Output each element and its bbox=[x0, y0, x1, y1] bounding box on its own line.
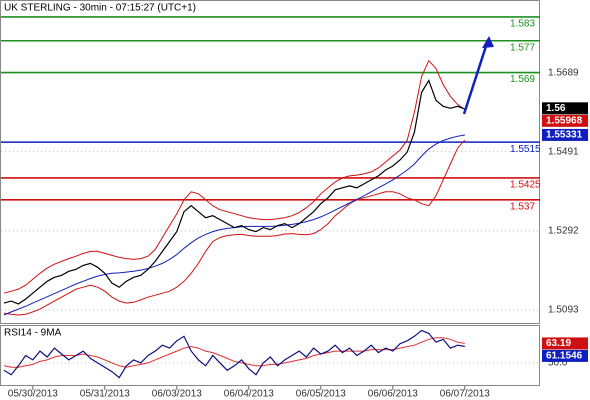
y-tick-label: 1.5491 bbox=[548, 146, 579, 157]
series-line bbox=[3, 59, 466, 294]
series-line bbox=[3, 329, 465, 379]
x-tick-label: 06/06/2013 bbox=[368, 389, 418, 400]
level-label: 1.537 bbox=[510, 201, 535, 212]
price-tag bbox=[542, 349, 588, 362]
price-tag bbox=[542, 102, 588, 115]
rsi-panel bbox=[0, 325, 540, 386]
y-tick-label: 1.5093 bbox=[548, 305, 579, 316]
price-tag-label: 1.56 bbox=[546, 103, 566, 114]
chart-title: UK STERLING - 30min - 07:15:27 (UTC+1) bbox=[4, 3, 196, 14]
x-tick-label: 06/07/2013 bbox=[440, 389, 490, 400]
level-label: 1.569 bbox=[510, 74, 535, 85]
price-tag-label: 61.1546 bbox=[546, 351, 583, 362]
level-label: 1.577 bbox=[510, 42, 535, 53]
title-bg bbox=[1, 1, 236, 14]
series-line bbox=[3, 139, 466, 316]
x-tick-label: 05/30/2013 bbox=[8, 389, 58, 400]
price-tag bbox=[542, 114, 588, 127]
x-tick-label: 06/05/2013 bbox=[296, 389, 346, 400]
y-tick-label: 50.0 bbox=[548, 358, 568, 369]
forecast-arrow bbox=[462, 39, 490, 115]
price-tag bbox=[542, 128, 588, 141]
level-label: 1.5515 bbox=[510, 144, 541, 155]
price-tag-label: 1.55968 bbox=[546, 115, 583, 126]
x-tick-label: 05/31/2013 bbox=[80, 389, 130, 400]
plot-layer: 1.5689 1.5491 1.5292 1.5093 1.583 1.577 1.569 1… bbox=[1, 16, 588, 400]
x-tick-label: 06/03/2013 bbox=[152, 389, 202, 400]
level-label: 1.583 bbox=[510, 19, 535, 30]
price-tag-label: 1.55331 bbox=[546, 130, 583, 141]
forecast-arrowhead bbox=[482, 36, 494, 48]
price-tag bbox=[542, 337, 588, 350]
rsi-title: RSI14 - 9MA bbox=[4, 328, 62, 339]
y-tick-label: 1.5689 bbox=[548, 68, 579, 79]
x-tick-label: 06/04/2013 bbox=[224, 389, 274, 400]
level-label: 1.5425 bbox=[510, 180, 541, 191]
series-line bbox=[3, 79, 466, 305]
main-panel bbox=[0, 0, 540, 324]
y-tick-label: 1.5292 bbox=[548, 225, 579, 236]
price-tag-label: 63.19 bbox=[546, 338, 571, 349]
